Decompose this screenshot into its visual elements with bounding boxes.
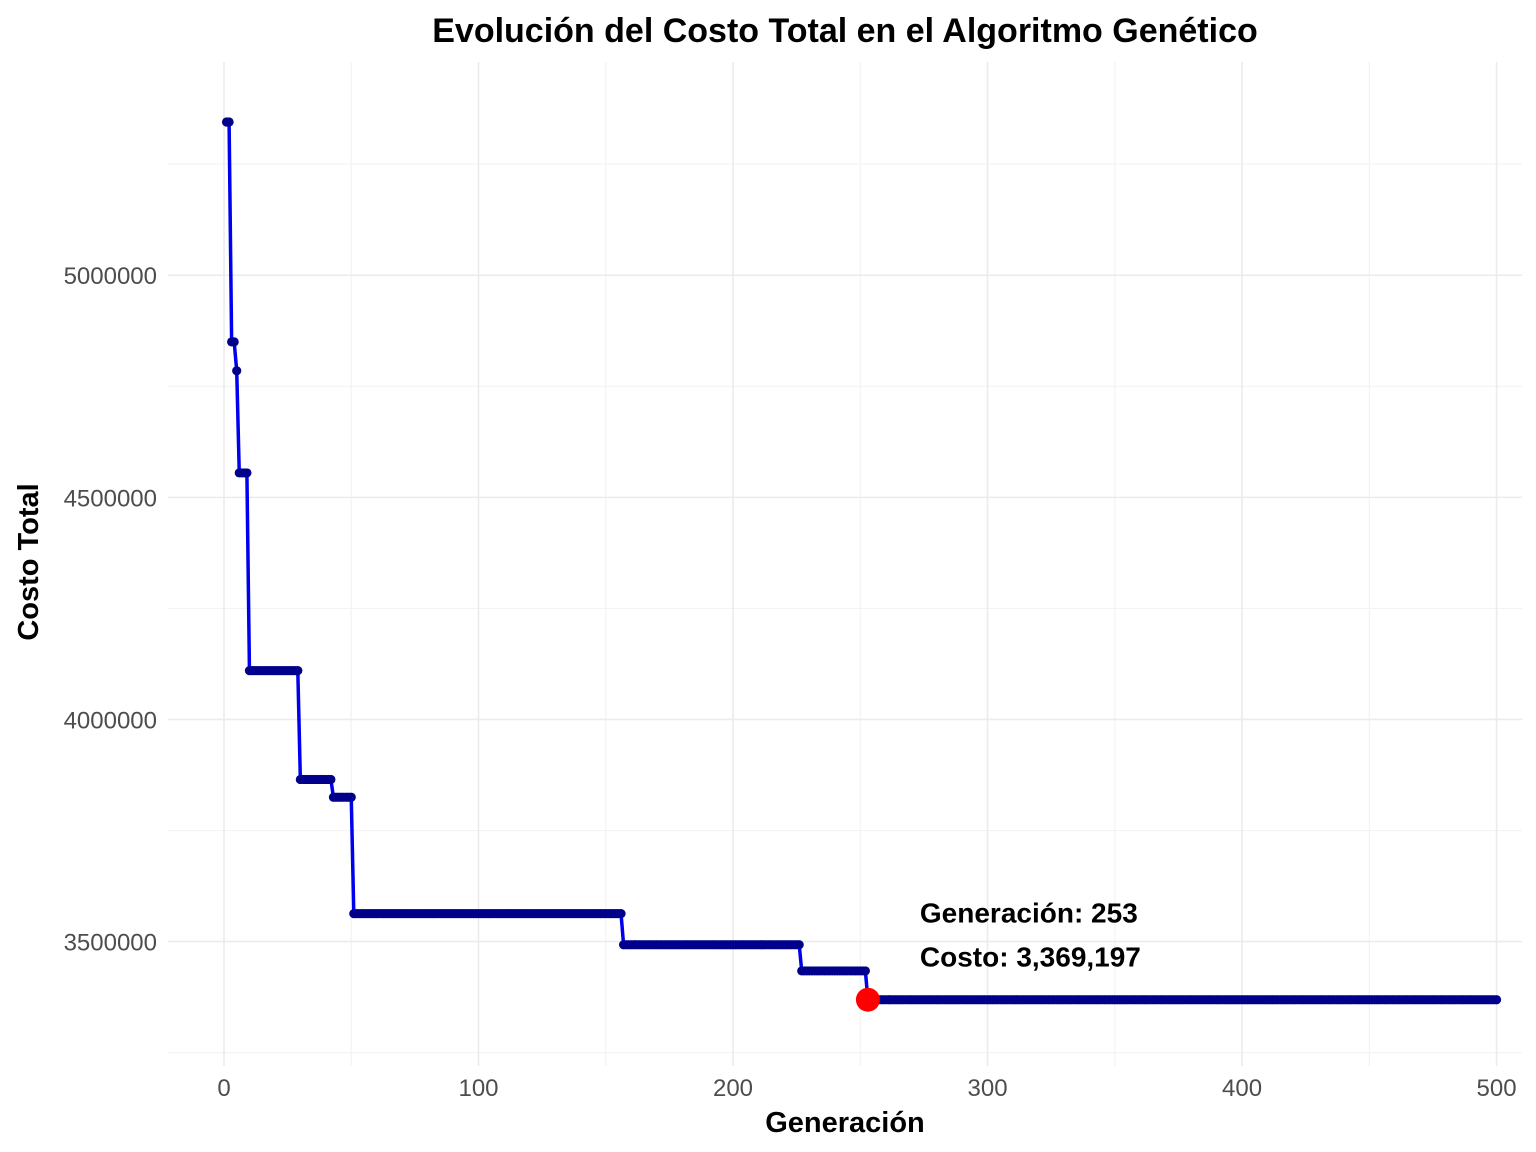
highlight-layer: Generación: 253 Costo: 3,369,197 <box>855 898 1141 1012</box>
x-tick-label: 200 <box>713 1075 753 1102</box>
series-layer <box>226 120 1497 1002</box>
y-tick-label: 5000000 <box>64 263 157 290</box>
y-tick-label: 4000000 <box>64 707 157 734</box>
data-point <box>860 966 870 976</box>
x-tick-label: 500 <box>1477 1075 1517 1102</box>
data-point <box>229 337 239 347</box>
data-point <box>293 666 303 676</box>
data-point <box>616 909 626 919</box>
data-point <box>1491 995 1502 1005</box>
data-point <box>346 792 356 802</box>
series-line <box>226 120 1497 1002</box>
x-tick-label: 400 <box>1222 1075 1262 1102</box>
data-point <box>232 366 242 376</box>
x-tick-label: 0 <box>217 1075 230 1102</box>
annotation-generation: Generación: 253 <box>920 898 1138 929</box>
data-point <box>224 117 234 127</box>
y-tick-label: 4500000 <box>64 485 157 512</box>
x-axis-title: Generación <box>765 1107 925 1139</box>
data-point <box>242 468 252 478</box>
grid <box>168 62 1522 1066</box>
points-layer <box>221 117 1502 1005</box>
data-point <box>794 940 804 950</box>
data-point <box>326 774 336 785</box>
best-cost-point <box>855 987 880 1012</box>
x-tick-label: 100 <box>458 1075 498 1102</box>
x-tick-label: 300 <box>968 1075 1008 1102</box>
chart-title: Evolución del Costo Total en el Algoritm… <box>432 12 1258 50</box>
y-axis-title: Costo Total <box>13 483 45 640</box>
y-tick-label: 3500000 <box>64 930 157 957</box>
x-axis-ticks: 0 100 200 300 400 500 <box>217 1075 1516 1102</box>
y-axis-ticks: 3500000 4000000 4500000 5000000 <box>64 263 157 956</box>
annotation-cost: Costo: 3,369,197 <box>920 942 1141 973</box>
